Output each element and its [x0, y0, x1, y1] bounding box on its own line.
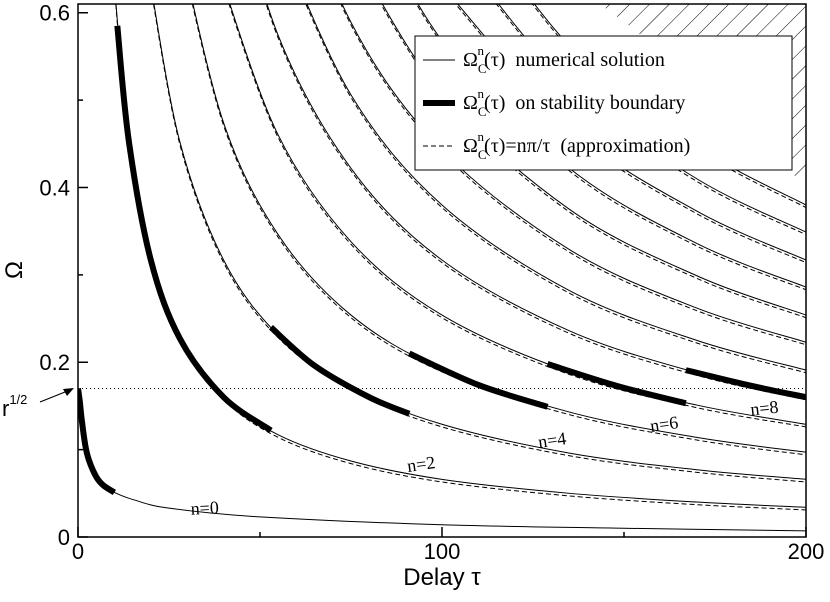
y-tick-label: 0 [58, 525, 70, 550]
curve-label: n=4 [537, 428, 568, 452]
arrow-head [63, 388, 74, 396]
legend-symbol: Ω [463, 135, 478, 157]
legend-symbol: Ω [463, 49, 478, 71]
approximation-curve [340, 4, 806, 346]
curve-label: n=2 [406, 452, 437, 476]
legend-sup: n [478, 129, 485, 144]
axes: 0 100 200 0 0.2 0.4 0.6 [39, 1, 824, 564]
numerical-curve [306, 4, 806, 371]
legend-label: ΩCn(τ) on stability boundary [463, 86, 685, 119]
numerical-curve [229, 4, 806, 425]
legend-sup: n [478, 86, 485, 101]
legend-sub: C [478, 147, 487, 162]
x-tick-label: 0 [72, 539, 84, 564]
reference-label: r1/2 [2, 392, 27, 421]
numerical-curve [341, 4, 806, 343]
reference-label-base: r [2, 396, 9, 421]
legend-symbol: Ω [463, 92, 478, 114]
approximation-curve [191, 4, 806, 456]
approximation-curve [305, 4, 806, 374]
y-tick-label: 0.6 [39, 1, 70, 26]
legend-arg: (τ)=nπ/τ [484, 135, 550, 157]
legend-label: ΩCn(τ) numerical solution [463, 43, 665, 76]
legend-name: on stability boundary [515, 92, 685, 114]
legend-name: numerical solution [515, 49, 664, 71]
curve-label: n=0 [190, 497, 219, 518]
curve-label: n=8 [749, 397, 779, 420]
curve-label: n=6 [649, 412, 680, 436]
x-tick-label: 100 [424, 539, 461, 564]
annotations: r1/2 n=0 n=2 n=4 n=6 n=8 [2, 388, 779, 519]
legend-box [414, 35, 793, 171]
legend-sub: C [478, 61, 487, 76]
reference-label-sup: 1/2 [9, 392, 27, 407]
approximation-curve [380, 4, 806, 319]
legend-name: (approximation) [560, 135, 690, 157]
legend-arg: (τ) [484, 49, 505, 71]
stability-boundary [546, 361, 687, 407]
x-tick-label: 200 [788, 539, 825, 564]
stability-boundary [407, 350, 549, 410]
legend-arg: (τ) [484, 92, 505, 114]
stability-boundary [78, 388, 117, 495]
y-tick-label: 0.2 [39, 350, 70, 375]
legend-label: ΩCn(τ)=nπ/τ (approximation) [463, 129, 690, 162]
stability-boundary [685, 367, 806, 401]
numerical-curve [192, 4, 806, 453]
numerical-curve [381, 4, 806, 316]
y-tick-label: 0.4 [39, 175, 70, 200]
stability-boundary [268, 325, 411, 417]
legend-sup: n [478, 43, 485, 58]
y-axis-label: Ω [1, 261, 28, 279]
x-axis-label: Delay τ [403, 564, 481, 591]
legend-sub: C [478, 104, 487, 119]
stability-boundary [114, 25, 273, 433]
approximation-curve [265, 4, 806, 401]
